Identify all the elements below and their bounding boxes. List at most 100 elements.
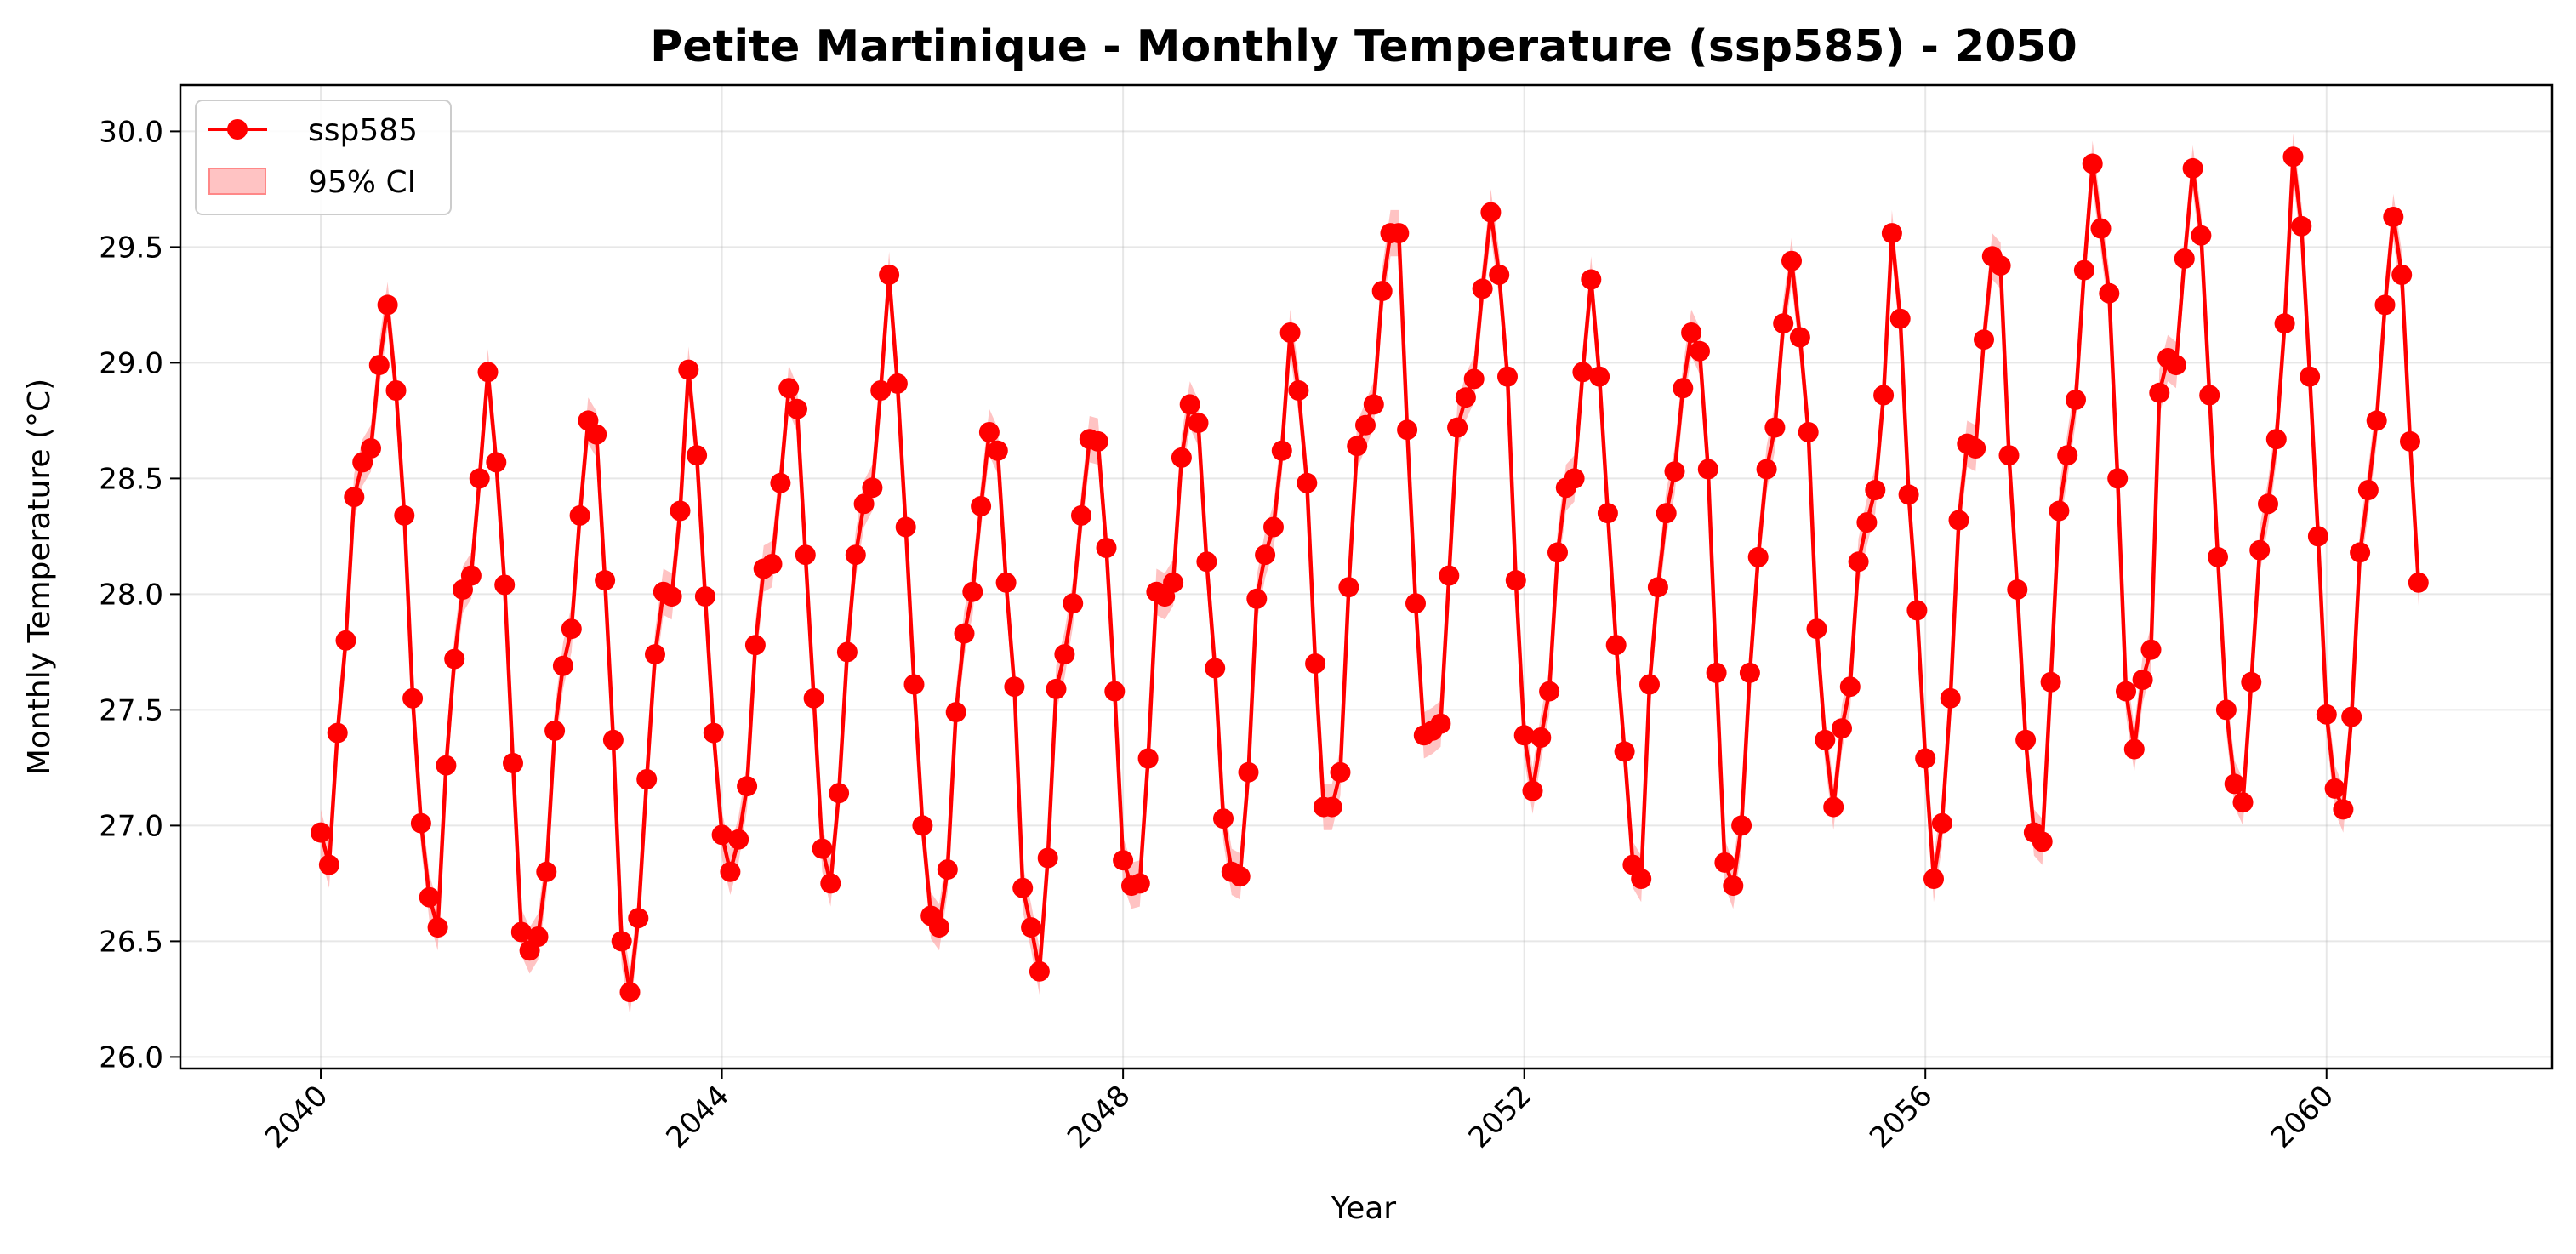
data-point xyxy=(1012,877,1034,898)
data-point xyxy=(2400,430,2420,452)
confidence-band xyxy=(321,134,2419,1016)
data-point xyxy=(1497,366,1518,387)
data-point xyxy=(569,504,590,526)
data-point xyxy=(1998,445,2020,466)
data-point xyxy=(687,445,708,466)
data-point xyxy=(1789,327,1810,348)
data-point xyxy=(1697,459,1718,480)
data-point xyxy=(1815,729,1836,750)
data-point xyxy=(1447,417,1468,438)
data-point xyxy=(1723,875,1744,897)
data-point xyxy=(1330,761,1351,783)
data-point xyxy=(1673,378,1694,399)
data-point xyxy=(1321,796,1342,818)
data-point xyxy=(1405,593,1426,614)
data-point xyxy=(2300,366,2321,387)
grid-lines xyxy=(180,85,2552,1069)
data-point xyxy=(2357,480,2379,500)
data-point xyxy=(602,729,624,750)
data-point xyxy=(1029,960,1050,982)
data-point xyxy=(2374,294,2396,316)
data-point xyxy=(1238,761,1259,783)
data-point xyxy=(2391,265,2413,285)
data-point xyxy=(937,859,958,881)
data-point xyxy=(770,472,791,493)
data-point xyxy=(1856,512,1878,533)
data-point xyxy=(2408,572,2429,593)
data-point xyxy=(494,574,516,596)
data-point xyxy=(394,504,415,526)
data-point xyxy=(1940,687,1961,709)
data-point xyxy=(720,861,741,882)
data-point xyxy=(962,581,983,602)
data-point xyxy=(1873,385,1895,406)
data-point xyxy=(1539,681,1560,702)
data-point xyxy=(477,362,499,383)
data-point xyxy=(912,815,933,836)
data-point xyxy=(361,438,381,459)
data-point xyxy=(1046,678,1067,699)
y-axis-label: Monthly Temperature (°C) xyxy=(22,379,57,775)
data-point xyxy=(544,720,566,741)
data-point xyxy=(460,565,482,586)
data-point xyxy=(1656,503,1677,524)
data-point xyxy=(1071,504,1091,526)
data-point xyxy=(879,265,900,285)
data-point xyxy=(2224,773,2245,795)
data-point xyxy=(419,886,440,908)
data-point xyxy=(737,776,758,797)
data-point xyxy=(1848,551,1869,573)
data-point xyxy=(895,516,916,538)
y-tick-label: 27.0 xyxy=(99,809,163,843)
data-point xyxy=(903,674,925,695)
data-point xyxy=(2307,526,2328,547)
data-point xyxy=(1063,593,1084,614)
data-point xyxy=(1472,278,1493,299)
data-point xyxy=(2241,671,2262,693)
data-point xyxy=(954,623,975,644)
data-point xyxy=(1739,662,1760,683)
data-point xyxy=(503,753,523,773)
data-point xyxy=(2149,382,2170,403)
data-point xyxy=(1605,635,1627,656)
data-point xyxy=(1113,850,1134,871)
data-point xyxy=(469,468,490,489)
data-point xyxy=(1881,223,1902,244)
data-point xyxy=(803,687,824,709)
y-tick-label: 26.0 xyxy=(99,1040,163,1074)
data-point xyxy=(1371,281,1393,302)
data-point xyxy=(978,422,1000,442)
data-point xyxy=(845,544,866,566)
data-point xyxy=(2274,313,2295,334)
data-point xyxy=(971,496,992,516)
data-point xyxy=(2082,153,2103,174)
data-point xyxy=(2316,704,2337,725)
data-point xyxy=(1581,269,1602,290)
data-point xyxy=(1255,544,1276,566)
y-axis-ticks: 26.0 26.5 27.0 27.5 28.0 28.5 29.0 29.5 30.0 xyxy=(99,115,180,1074)
data-point xyxy=(1463,368,1485,390)
data-point xyxy=(628,908,649,929)
data-point xyxy=(1906,600,1928,621)
data-point xyxy=(611,931,632,952)
data-point xyxy=(1104,681,1126,702)
y-tick-label: 27.5 xyxy=(99,693,163,727)
data-point xyxy=(2249,539,2271,561)
data-point xyxy=(1397,419,1418,441)
data-point xyxy=(1798,422,1819,442)
data-point xyxy=(870,380,892,401)
data-point xyxy=(1279,322,1301,343)
data-point xyxy=(2165,355,2186,376)
data-point xyxy=(619,982,641,1003)
data-point xyxy=(1179,394,1200,415)
data-point xyxy=(1363,394,1384,415)
data-point xyxy=(536,861,557,882)
data-point xyxy=(1338,577,1359,598)
data-point xyxy=(2182,157,2203,179)
data-point xyxy=(344,487,365,508)
data-point xyxy=(1246,588,1268,609)
data-point xyxy=(486,452,507,473)
data-point xyxy=(1054,644,1075,665)
data-point xyxy=(2333,799,2354,820)
